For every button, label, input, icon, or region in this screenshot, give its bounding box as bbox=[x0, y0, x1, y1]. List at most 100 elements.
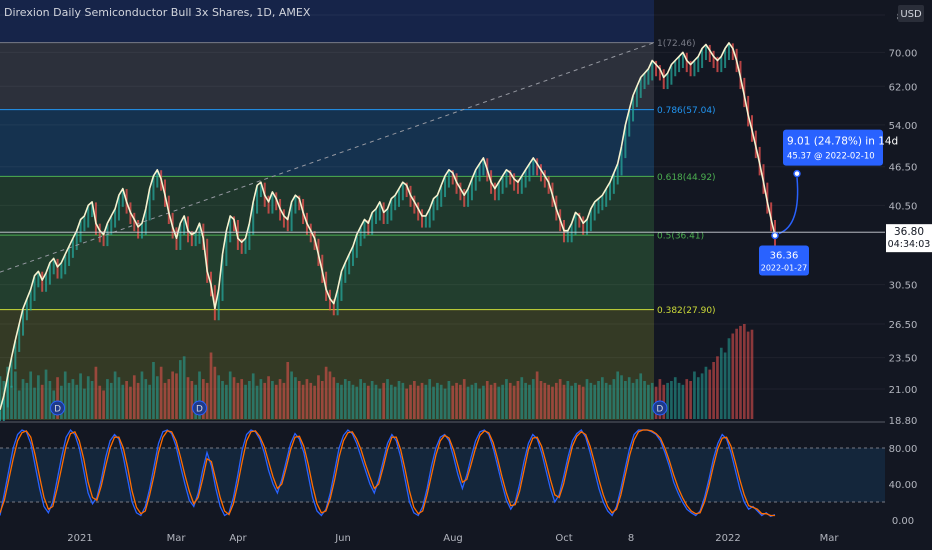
volume-bar bbox=[416, 385, 420, 419]
volume-bar bbox=[121, 384, 125, 419]
candle-tick bbox=[720, 56, 723, 73]
candle-tick bbox=[144, 209, 147, 235]
candle-tick bbox=[474, 170, 477, 191]
volume-bar bbox=[113, 371, 117, 419]
volume-bar bbox=[424, 384, 428, 419]
volume-bar bbox=[83, 388, 86, 419]
volume-bar bbox=[320, 381, 324, 419]
volume-bar bbox=[106, 379, 109, 419]
candle-tick bbox=[190, 231, 193, 247]
volume-bar bbox=[501, 384, 504, 419]
dividend-marker-circle bbox=[192, 400, 208, 416]
time-tick: 8 bbox=[628, 533, 634, 544]
oscillator-axis[interactable]: 80.00 40.00 0.00 bbox=[889, 444, 918, 527]
dividend-marker-circle bbox=[50, 400, 66, 416]
candle-tick bbox=[670, 65, 673, 85]
volume-bar bbox=[608, 384, 612, 419]
candle-tick bbox=[378, 202, 381, 221]
volume-bar bbox=[420, 382, 424, 419]
candle-tick bbox=[701, 48, 704, 69]
volume-bar bbox=[25, 382, 29, 419]
stoch-tick: 40.00 bbox=[889, 480, 918, 491]
projection-change-text: 9.01 (24.78%) in 14d bbox=[787, 136, 898, 148]
time-axis[interactable]: 2021 Mar Apr Jun Aug Oct 8 2022 Mar bbox=[67, 533, 839, 544]
last-price-marker[interactable]: 36.80 04:34:03 bbox=[0, 224, 932, 253]
volume-bar bbox=[539, 381, 543, 419]
price-line-layer bbox=[0, 42, 776, 411]
candle-tick bbox=[140, 223, 143, 239]
dividend-marker[interactable]: D bbox=[652, 400, 668, 416]
candle-tick bbox=[2, 396, 5, 422]
candle-tick bbox=[328, 289, 331, 311]
volume-bar bbox=[558, 379, 562, 419]
volume-bar bbox=[225, 384, 228, 419]
stoch-tick: 80.00 bbox=[889, 444, 918, 455]
currency-badge[interactable]: USD bbox=[898, 5, 924, 22]
candle-tick bbox=[727, 43, 730, 61]
candle-tick bbox=[716, 56, 719, 73]
volume-bar bbox=[647, 384, 650, 419]
volume-bar bbox=[413, 381, 416, 419]
volume-bar bbox=[274, 384, 278, 419]
candle-tick bbox=[620, 146, 623, 176]
candle-tick bbox=[33, 276, 36, 301]
volume-bar bbox=[217, 375, 221, 419]
volume-bar bbox=[447, 381, 451, 419]
candle-tick bbox=[428, 209, 431, 228]
candle-tick bbox=[102, 231, 105, 247]
candle-tick bbox=[25, 299, 28, 321]
candle-tick bbox=[133, 212, 136, 232]
candle-tick bbox=[344, 263, 347, 283]
volume-bar bbox=[236, 382, 240, 419]
candle-tick bbox=[91, 202, 94, 218]
volume-bar bbox=[255, 385, 259, 419]
candle-tick bbox=[712, 50, 715, 69]
volume-bar bbox=[750, 329, 754, 419]
dividend-marker[interactable]: D bbox=[192, 400, 208, 416]
volume-bar bbox=[286, 362, 290, 419]
low-point-dot bbox=[771, 231, 779, 240]
candle-tick bbox=[206, 238, 209, 283]
volume-bar bbox=[520, 377, 524, 419]
projection-callout[interactable]: 9.01 (24.78%) in 14d 45.37 @ 2022-02-10 bbox=[783, 129, 898, 166]
volume-bar bbox=[708, 369, 712, 419]
volume-bar bbox=[700, 373, 704, 419]
candle-tick bbox=[697, 56, 700, 73]
volume-bar bbox=[635, 379, 639, 419]
low-price-callout[interactable]: 36.36 2022-01-27 bbox=[759, 245, 809, 276]
volume-bar bbox=[324, 366, 328, 419]
dividend-marker[interactable]: D bbox=[50, 400, 66, 416]
dividend-marker-circle bbox=[652, 400, 668, 416]
candle-tick bbox=[516, 179, 519, 194]
volume-bar bbox=[631, 382, 635, 419]
candle-tick bbox=[405, 182, 408, 198]
candle-tick bbox=[605, 189, 608, 207]
volume-bar bbox=[94, 366, 98, 419]
currency-label: USD bbox=[900, 9, 922, 20]
candle-tick bbox=[382, 202, 385, 225]
volume-bar bbox=[693, 371, 696, 419]
candle-tick bbox=[75, 231, 78, 250]
price-tick: 70.00 bbox=[889, 48, 918, 59]
chart-title: Direxion Daily Semiconductor Bull 3x Sha… bbox=[4, 6, 311, 19]
candle-tick bbox=[520, 176, 523, 194]
candle-tick bbox=[256, 185, 259, 214]
candle-tick bbox=[704, 44, 707, 61]
price-axis[interactable]: 8070.0062.0054.0046.5040.5030.5026.5023.… bbox=[889, 12, 918, 427]
volume-bar bbox=[251, 373, 255, 419]
candle-tick bbox=[213, 285, 216, 321]
volume-bar bbox=[497, 386, 501, 419]
volume-bar bbox=[712, 362, 715, 419]
volume-bar bbox=[21, 379, 25, 419]
volume-bar bbox=[244, 384, 247, 419]
candle-tick bbox=[451, 170, 454, 185]
volume-bar bbox=[140, 371, 144, 419]
candle-tick bbox=[528, 164, 531, 182]
volume-bar bbox=[673, 377, 677, 419]
volume-bar bbox=[451, 385, 455, 419]
volume-bar bbox=[393, 386, 397, 419]
volume-bar bbox=[186, 377, 190, 419]
candle-tick bbox=[609, 182, 612, 201]
